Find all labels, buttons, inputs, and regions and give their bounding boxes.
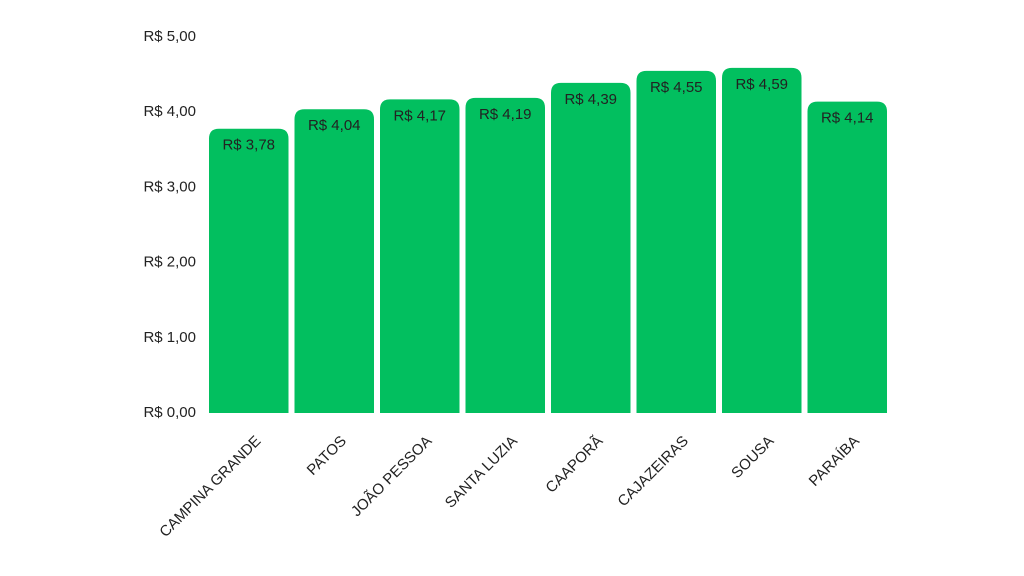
bar (551, 82, 631, 413)
value-label: R$ 4,17 (393, 107, 446, 124)
value-label: R$ 4,59 (735, 76, 788, 93)
value-label: R$ 3,78 (222, 137, 275, 154)
value-label: R$ 4,14 (821, 110, 874, 127)
y-tick-label: R$ 5,00 (143, 28, 196, 45)
value-label: R$ 4,55 (650, 79, 703, 96)
x-tick-label: CAMPINA GRANDE (156, 433, 264, 541)
x-tick-label: CAJAZEIRAS (614, 433, 691, 510)
bar (722, 67, 802, 413)
bar (807, 101, 887, 413)
bar (294, 109, 374, 413)
value-label: R$ 4,39 (564, 91, 617, 108)
x-tick-label: SOUSA (728, 433, 777, 482)
bar (380, 99, 460, 413)
bar (465, 97, 545, 414)
x-tick-label: JOÃO PESSOA (348, 433, 435, 520)
x-tick-label: SANTA LUZIA (442, 433, 521, 512)
value-label: R$ 4,19 (479, 106, 532, 123)
bar (209, 128, 289, 413)
y-tick-label: R$ 4,00 (143, 103, 196, 120)
y-tick-label: R$ 2,00 (143, 254, 196, 271)
x-tick-label: PARAÍBA (806, 433, 863, 490)
value-label: R$ 4,04 (308, 117, 361, 134)
y-tick-label: R$ 1,00 (143, 329, 196, 346)
y-tick-label: R$ 0,00 (143, 404, 196, 421)
x-tick-label: CAAPORÃ (542, 433, 606, 497)
x-tick-label: PATOS (304, 433, 350, 479)
y-tick-label: R$ 3,00 (143, 178, 196, 195)
bar (636, 70, 716, 413)
